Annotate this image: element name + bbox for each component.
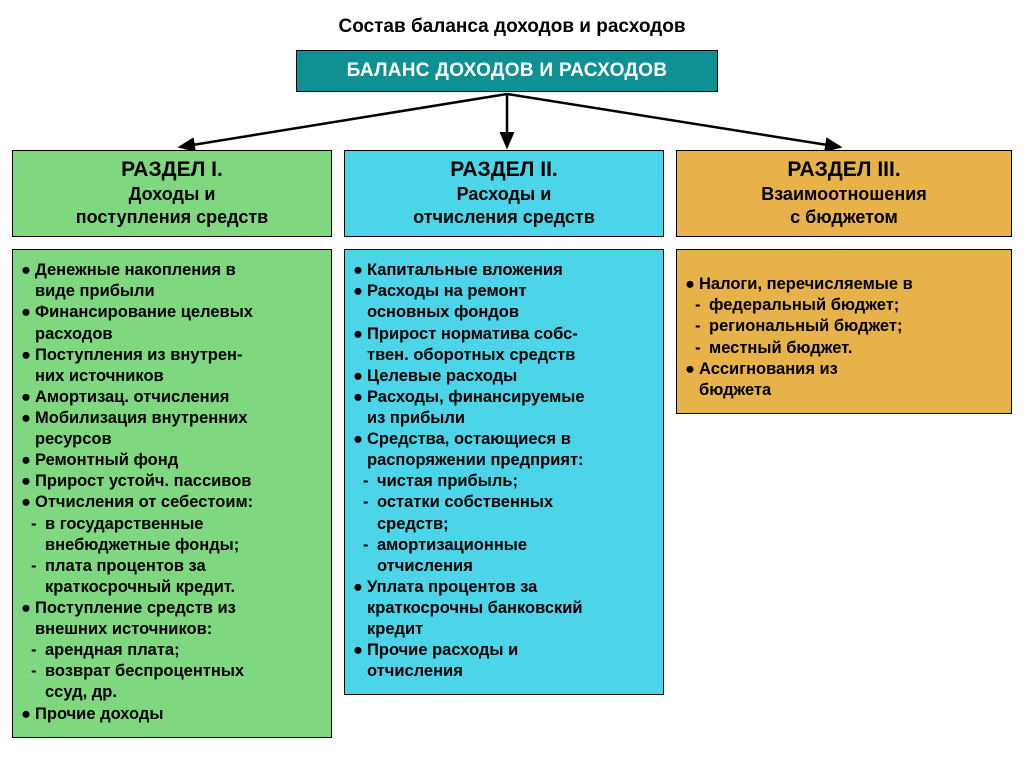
section-1-header: РАЗДЕЛ I. Доходы ипоступления средств — [12, 150, 332, 237]
section-1-content: ●Денежные накопления ввиде прибыли●Финан… — [12, 249, 332, 737]
columns-container: РАЗДЕЛ I. Доходы ипоступления средств ●Д… — [0, 150, 1024, 738]
list-line: ●Прирост устойч. пассивов — [21, 471, 323, 492]
list-line: ●Ремонтный фонд — [21, 450, 323, 471]
list-line: ●Ассигнования из — [685, 359, 1003, 380]
list-line: -чистая прибыль; — [353, 471, 655, 492]
list-line: твен. оборотных средств — [353, 345, 655, 366]
list-line: ●Средства, остающиеся в — [353, 429, 655, 450]
list-line: -в государственные — [21, 514, 323, 535]
list-line: -региональный бюджет; — [685, 316, 1003, 337]
list-line: ●Отчисления от себестоим: — [21, 492, 323, 513]
list-line: -остатки собственных — [353, 492, 655, 513]
root-label: БАЛАНС ДОХОДОВ И РАСХОДОВ — [347, 60, 668, 82]
list-line: распоряжении предприят: — [353, 450, 655, 471]
list-line: ●Целевые расходы — [353, 366, 655, 387]
list-line: ●Финансирование целевых — [21, 302, 323, 323]
list-line: ●Уплата процентов за — [353, 577, 655, 598]
list-line: кредит — [353, 619, 655, 640]
list-line: ●Прочие расходы и — [353, 640, 655, 661]
list-line: ●Амортизац. отчисления — [21, 387, 323, 408]
list-line: -амортизационные — [353, 535, 655, 556]
list-line: ●Прирост норматива собс- — [353, 324, 655, 345]
column-3: РАЗДЕЛ III. Взаимоотношенияс бюджетом ●Н… — [676, 150, 1012, 738]
list-line: -федеральный бюджет; — [685, 295, 1003, 316]
list-line: ●Поступление средств из — [21, 598, 323, 619]
list-line: ресурсов — [21, 429, 323, 450]
list-line: основных фондов — [353, 302, 655, 323]
root-box: БАЛАНС ДОХОДОВ И РАСХОДОВ — [296, 50, 718, 92]
list-line: -арендная плата; — [21, 640, 323, 661]
list-line: внешних источников: — [21, 619, 323, 640]
list-line: ●Поступления из внутрен- — [21, 345, 323, 366]
list-line: ●Капитальные вложения — [353, 260, 655, 281]
list-line: средств; — [353, 514, 655, 535]
list-line: расходов — [21, 324, 323, 345]
section-2-header: РАЗДЕЛ II. Расходы иотчисления средств — [344, 150, 664, 237]
list-line: ●Денежные накопления в — [21, 260, 323, 281]
page-title: Состав баланса доходов и расходов — [0, 0, 1024, 38]
list-line: отчисления — [353, 556, 655, 577]
list-line: внебюджетные фонды; — [21, 535, 323, 556]
list-line: ●Прочие доходы — [21, 704, 323, 725]
section-1-sub: Доходы ипоступления средств — [17, 183, 327, 228]
list-line: них источников — [21, 366, 323, 387]
list-line: ссуд, др. — [21, 682, 323, 703]
list-line: ●Мобилизация внутренних — [21, 408, 323, 429]
list-line: ●Налоги, перечисляемые в — [685, 274, 1003, 295]
list-line: бюджета — [685, 380, 1003, 401]
list-line: -плата процентов за — [21, 556, 323, 577]
section-3-num: РАЗДЕЛ III. — [681, 157, 1007, 183]
section-3-header: РАЗДЕЛ III. Взаимоотношенияс бюджетом — [676, 150, 1012, 237]
section-2-num: РАЗДЕЛ II. — [349, 157, 659, 183]
column-2: РАЗДЕЛ II. Расходы иотчисления средств ●… — [344, 150, 664, 738]
arrow-connectors — [0, 92, 1024, 150]
section-2-content: ●Капитальные вложения●Расходы на ремонто… — [344, 249, 664, 695]
column-1: РАЗДЕЛ I. Доходы ипоступления средств ●Д… — [12, 150, 332, 738]
list-line: отчисления — [353, 661, 655, 682]
list-line: -местный бюджет. — [685, 338, 1003, 359]
list-line: ●Расходы на ремонт — [353, 281, 655, 302]
section-1-num: РАЗДЕЛ I. — [17, 157, 327, 183]
list-line: краткосрочны банковский — [353, 598, 655, 619]
section-3-content: ●Налоги, перечисляемые в-федеральный бюд… — [676, 249, 1012, 414]
list-line: -возврат беспроцентных — [21, 661, 323, 682]
list-line: из прибыли — [353, 408, 655, 429]
list-line: краткосрочный кредит. — [21, 577, 323, 598]
section-3-sub: Взаимоотношенияс бюджетом — [681, 183, 1007, 228]
list-line: виде прибыли — [21, 281, 323, 302]
section-2-sub: Расходы иотчисления средств — [349, 183, 659, 228]
list-line: ●Расходы, финансируемые — [353, 387, 655, 408]
